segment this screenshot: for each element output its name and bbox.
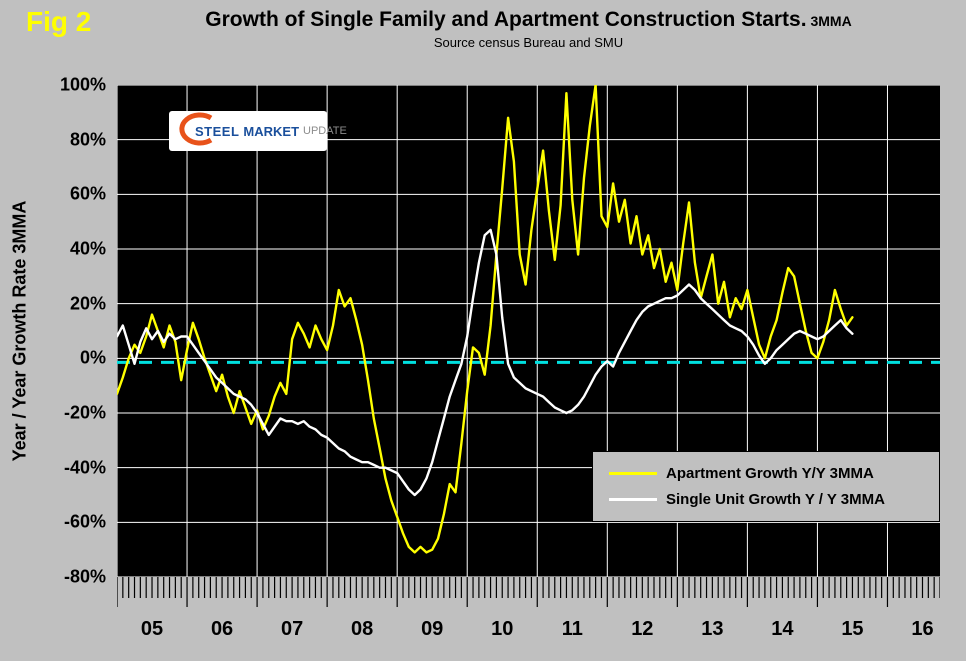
series-line-0 <box>117 85 854 554</box>
chart-title-suffix: 3MMA <box>806 13 852 29</box>
y-tick-label: 100% <box>59 74 106 95</box>
y-tick-label: -80% <box>63 566 106 587</box>
chart-subtitle: Source census Bureau and SMU <box>433 35 624 50</box>
plot-canvas <box>117 85 940 577</box>
title-block: Growth of Single Family and Apartment Co… <box>117 8 940 50</box>
logo-text-update: UPDATE <box>303 125 347 137</box>
y-tick-label: -20% <box>63 402 106 423</box>
x-axis-canvas: 05 06 07 08 09 10 11 12 13 14 15 16 <box>116 577 941 640</box>
y-tick-label: 0% <box>79 347 106 368</box>
logo-text-market: MARKET <box>243 123 300 139</box>
x-tick-label: 05 <box>141 618 163 640</box>
y-tick-label: 60% <box>69 183 106 204</box>
legend-label-apartment: Apartment Growth Y/Y 3MMA <box>666 465 874 482</box>
y-tick-label: -60% <box>63 511 106 532</box>
legend-label-single-unit: Single Unit Growth Y / Y 3MMA <box>666 491 885 508</box>
legend-item-single-unit: Single Unit Growth Y / Y 3MMA <box>609 491 939 508</box>
y-tick-label: 20% <box>69 293 106 314</box>
x-axis: 05 06 07 08 09 10 11 12 13 14 15 16 <box>116 577 941 655</box>
x-tick-label: 06 <box>211 618 233 640</box>
x-tick-label: 13 <box>701 618 723 640</box>
y-tick-label: 80% <box>69 129 106 150</box>
x-tick-label: 12 <box>631 618 653 640</box>
y-axis-tick-labels: 100% 80% 60% 40% 20% 0% -20% -40% -60% -80% <box>0 75 110 587</box>
y-tick-label: -40% <box>63 457 106 478</box>
legend-line-sample-single-unit <box>609 498 657 501</box>
x-tick-label: 10 <box>491 618 513 640</box>
plot-area: STEEL MARKET UPDATE Apartment Growth Y/Y… <box>117 85 940 577</box>
x-tick-label: 16 <box>911 618 933 640</box>
figure-label: Fig 2 <box>26 6 92 37</box>
smu-logo: STEEL MARKET UPDATE <box>169 111 347 151</box>
series-line-1 <box>117 228 854 497</box>
chart-title: Growth of Single Family and Apartment Co… <box>117 8 940 32</box>
chart-title-text: Growth of Single Family and Apartment Co… <box>205 8 807 31</box>
x-tick-label: 11 <box>562 618 583 640</box>
x-tick-label: 07 <box>281 618 303 640</box>
legend-item-apartment: Apartment Growth Y/Y 3MMA <box>609 465 939 482</box>
logo-text-steel: STEEL <box>195 123 240 139</box>
x-tick-label: 08 <box>351 618 373 640</box>
logo-swoosh-icon <box>179 112 213 146</box>
x-tick-label: 14 <box>771 618 794 640</box>
x-tick-label: 15 <box>841 618 863 640</box>
legend: Apartment Growth Y/Y 3MMA Single Unit Gr… <box>592 451 940 522</box>
legend-line-sample-apartment <box>609 472 657 475</box>
y-tick-label: 40% <box>69 238 106 259</box>
x-tick-label: 09 <box>421 618 443 640</box>
